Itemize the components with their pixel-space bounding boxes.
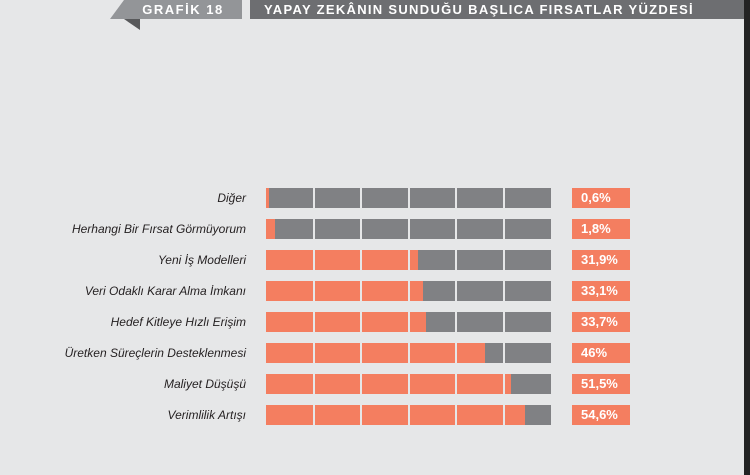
bar-fill: [266, 374, 511, 394]
chart-title: YAPAY ZEKÂNIN SUNDUĞU BAŞLICA FIRSATLAR …: [250, 0, 744, 19]
grid-divider: [312, 405, 315, 425]
grid-divider: [455, 343, 457, 363]
grid-divider: [455, 281, 457, 301]
category-label: Üretken Süreçlerin Desteklenmesi: [64, 346, 246, 360]
bar-row: Hedef Kitleye Hızlı Erişim 33,7%: [0, 312, 744, 332]
grid-divider: [502, 250, 505, 270]
grid-divider: [360, 281, 362, 301]
bar-track: [266, 219, 551, 239]
grid-divider: [360, 374, 362, 394]
grid-divider: [455, 405, 457, 425]
grid-divider: [455, 312, 457, 332]
bar-fill: [266, 405, 526, 425]
bar-fill: [266, 219, 275, 239]
bar-track: [266, 343, 551, 363]
bar-track: [266, 312, 551, 332]
grid-divider: [455, 188, 457, 208]
bar-track: [266, 374, 551, 394]
grid-divider: [502, 281, 505, 301]
grid-divider: [502, 374, 505, 394]
grid-divider: [455, 219, 457, 239]
category-label: Herhangi Bir Fırsat Görmüyorum: [71, 222, 246, 236]
chart-number-tag: GRAFİK 18: [124, 0, 242, 19]
grid-divider: [360, 219, 362, 239]
bar-fill: [266, 312, 427, 332]
value-label: 33,7%: [572, 312, 630, 332]
bar-fill: [266, 250, 418, 270]
grid-divider: [312, 374, 315, 394]
grid-divider: [455, 250, 457, 270]
grid-divider: [360, 405, 362, 425]
bar-row: Verimlilik Artışı 54,6%: [0, 405, 744, 425]
grid-divider: [407, 188, 410, 208]
bar-track: [266, 405, 551, 425]
grid-divider: [407, 219, 410, 239]
bar-row: Diğer 0,6%: [0, 188, 744, 208]
bar-track: [266, 281, 551, 301]
grid-divider: [312, 188, 315, 208]
bar-row: Üretken Süreçlerin Desteklenmesi 46%: [0, 343, 744, 363]
bar-row: Maliyet Düşüşü 51,5%: [0, 374, 744, 394]
value-label: 46%: [572, 343, 630, 363]
category-label: Verimlilik Artışı: [167, 408, 246, 422]
grid-divider: [407, 405, 410, 425]
category-label: Maliyet Düşüşü: [163, 377, 246, 391]
value-label: 51,5%: [572, 374, 630, 394]
bar-row: Veri Odaklı Karar Alma İmkanı 33,1%: [0, 281, 744, 301]
grid-divider: [502, 219, 505, 239]
value-label: 33,1%: [572, 281, 630, 301]
value-label: 1,8%: [572, 219, 630, 239]
grid-divider: [360, 250, 362, 270]
grid-divider: [407, 250, 410, 270]
grid-divider: [502, 405, 505, 425]
value-label: 0,6%: [572, 188, 630, 208]
grid-divider: [407, 374, 410, 394]
bar-row: Yeni İş Modelleri 31,9%: [0, 250, 744, 270]
grid-divider: [360, 188, 362, 208]
grid-divider: [312, 219, 315, 239]
grid-divider: [360, 343, 362, 363]
grid-divider: [502, 343, 505, 363]
category-label: Yeni İş Modelleri: [157, 253, 246, 267]
value-label: 31,9%: [572, 250, 630, 270]
grid-divider: [502, 312, 505, 332]
grid-divider: [312, 312, 315, 332]
bar-row: Herhangi Bir Fırsat Görmüyorum 1,8%: [0, 219, 744, 239]
bar-fill: [266, 188, 269, 208]
grid-divider: [312, 281, 315, 301]
category-label: Hedef Kitleye Hızlı Erişim: [110, 315, 246, 329]
grid-divider: [407, 281, 410, 301]
grid-divider: [312, 250, 315, 270]
grid-divider: [455, 374, 457, 394]
grid-divider: [360, 312, 362, 332]
grid-divider: [312, 343, 315, 363]
tag-fold: [124, 19, 140, 30]
category-label: Veri Odaklı Karar Alma İmkanı: [84, 284, 246, 298]
grid-divider: [407, 343, 410, 363]
category-label: Diğer: [217, 191, 246, 205]
tag-cut: [110, 0, 124, 19]
bar-fill: [266, 343, 485, 363]
grid-divider: [407, 312, 410, 332]
bar-track: [266, 188, 551, 208]
bar-track: [266, 250, 551, 270]
grid-divider: [502, 188, 505, 208]
value-label: 54,6%: [572, 405, 630, 425]
bar-fill: [266, 281, 424, 301]
page-edge: [744, 0, 750, 475]
